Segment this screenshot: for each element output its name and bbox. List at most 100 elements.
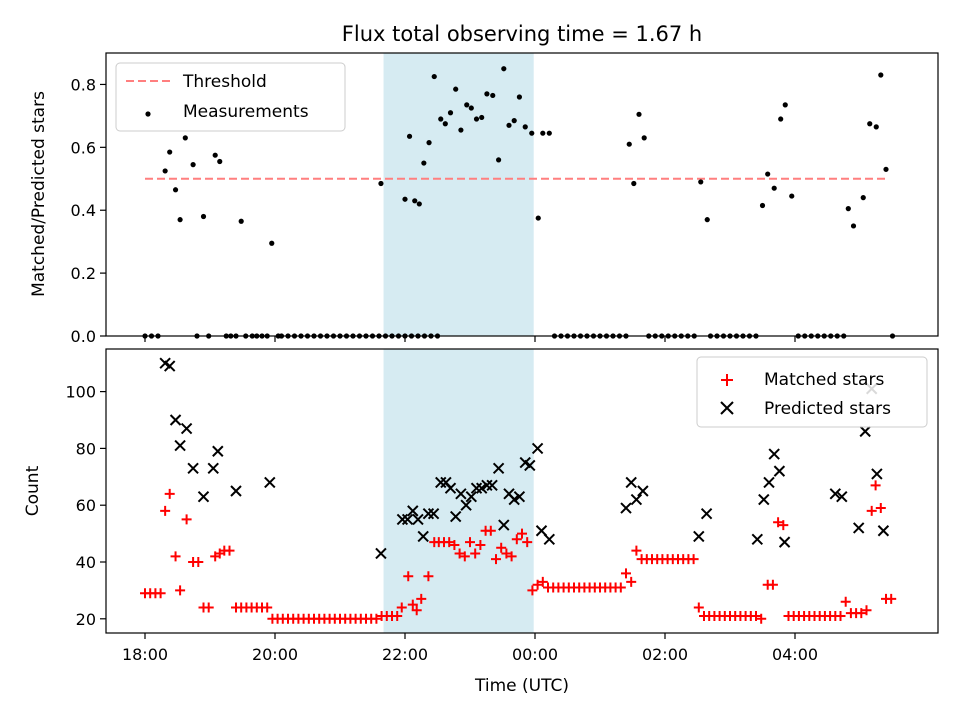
measurement-point	[789, 193, 795, 199]
measurement-point	[759, 202, 766, 209]
measurement-point	[636, 111, 642, 117]
matched-star-marker	[449, 539, 460, 550]
measurement-point	[421, 160, 427, 166]
predicted-star-marker	[435, 476, 447, 489]
predicted-star-marker	[751, 533, 764, 545]
bottom-plot-frame	[105, 348, 939, 634]
predicted-star-marker	[877, 525, 890, 537]
top-shaded-region	[383, 53, 534, 336]
measurement-point	[516, 94, 523, 100]
legend-matched-swatch	[721, 374, 733, 386]
measurement-point	[484, 91, 490, 97]
measurement-point	[867, 121, 873, 127]
measurement-point	[212, 152, 218, 158]
matched-star-marker	[175, 585, 186, 596]
predicted-star-marker	[543, 533, 556, 545]
measurement-point	[269, 240, 275, 246]
predicted-star-marker	[212, 445, 224, 457]
predicted-star-marker	[465, 490, 478, 503]
top-panel: 0.00.20.40.60.8 Matched/Predicted stars …	[29, 52, 939, 346]
predicted-star-marker	[852, 522, 865, 534]
matched-star-marker	[155, 588, 166, 599]
measurement-point	[426, 140, 432, 146]
matched-star-marker	[170, 551, 181, 562]
measurement-point	[878, 72, 884, 78]
matched-star-marker	[861, 605, 872, 616]
top-y-tick-label: 0.6	[71, 138, 96, 157]
predicted-star-marker	[700, 508, 713, 520]
matched-star-marker	[411, 605, 422, 616]
predicted-star-marker	[492, 462, 505, 474]
predicted-star-marker	[513, 490, 526, 503]
measurement-point	[860, 195, 866, 201]
matched-star-marker	[181, 514, 192, 525]
predicted-star-marker	[449, 510, 462, 523]
matched-star-marker	[856, 608, 867, 619]
matched-star-marker	[407, 599, 418, 610]
measurement-point	[182, 135, 188, 141]
matched-star-marker	[840, 596, 851, 607]
measurement-point	[438, 116, 444, 122]
matched-star-marker	[485, 525, 496, 536]
measurement-point	[167, 149, 173, 155]
bottom-marks	[140, 357, 897, 624]
top-x-ticks	[144, 336, 796, 342]
predicted-star-marker	[524, 459, 536, 472]
matched-star-marker	[160, 505, 171, 516]
matched-star-marker	[517, 528, 527, 539]
measurement-point	[238, 218, 244, 224]
bottom-x-tick-label: 02:00	[642, 645, 688, 664]
measurement-point	[529, 130, 535, 136]
matched-star-marker	[392, 610, 403, 621]
matched-star-marker	[396, 602, 407, 613]
matched-star-marker	[506, 551, 517, 562]
predicted-star-marker	[758, 493, 770, 506]
matched-star-marker	[403, 571, 414, 582]
predicted-star-marker	[768, 448, 780, 460]
matched-star-marker	[886, 593, 897, 604]
predicted-star-marker	[407, 505, 419, 517]
predicted-star-marker	[169, 414, 182, 426]
legend-threshold-label: Threshold	[182, 72, 267, 92]
matched-star-marker	[262, 602, 273, 613]
top-y-tick-label: 0.8	[71, 75, 96, 94]
measurement-point	[453, 86, 459, 92]
predicted-star-marker	[836, 490, 848, 503]
matched-star-marker	[475, 539, 486, 550]
matched-star-marker	[444, 537, 455, 548]
measurement-point	[626, 141, 632, 147]
matched-star-marker	[537, 576, 548, 587]
predicted-star-marker	[187, 462, 199, 474]
measurement-point	[190, 162, 196, 168]
bottom-x-axis: 18:00 20:00 22:00 00:00 02:00 04:00	[122, 633, 818, 664]
bottom-x-tick-label: 00:00	[512, 645, 558, 664]
predicted-star-marker	[498, 519, 510, 531]
predicted-star-marker	[174, 439, 186, 452]
predicted-star-marker	[637, 485, 649, 497]
matched-star-marker	[773, 517, 784, 528]
predicted-star-marker	[620, 502, 632, 514]
measurement-point	[468, 105, 474, 111]
matched-star-marker	[693, 602, 704, 613]
measurement-point	[540, 130, 546, 136]
legend-measurements-label: Measurements	[183, 102, 309, 122]
predicted-star-marker	[460, 499, 472, 511]
matched-star-marker	[688, 554, 699, 565]
bottom-y-tick-label: 20	[76, 610, 96, 629]
measurement-point	[698, 179, 704, 185]
matched-star-marker	[224, 545, 235, 556]
bottom-x-axis-label: Time (UTC)	[474, 676, 569, 696]
matched-star-marker	[751, 610, 761, 621]
matched-star-marker	[416, 593, 427, 604]
measurement-point	[704, 217, 710, 223]
top-legend: Threshold Measurements	[115, 62, 346, 132]
matched-star-marker	[835, 610, 846, 621]
measurement-point	[464, 102, 470, 108]
measurement-point	[479, 114, 485, 121]
predicted-star-marker	[230, 485, 242, 497]
predicted-star-marker	[625, 476, 637, 489]
measurement-point	[765, 171, 771, 177]
measurement-point	[845, 206, 851, 212]
matched-star-marker	[193, 557, 204, 567]
